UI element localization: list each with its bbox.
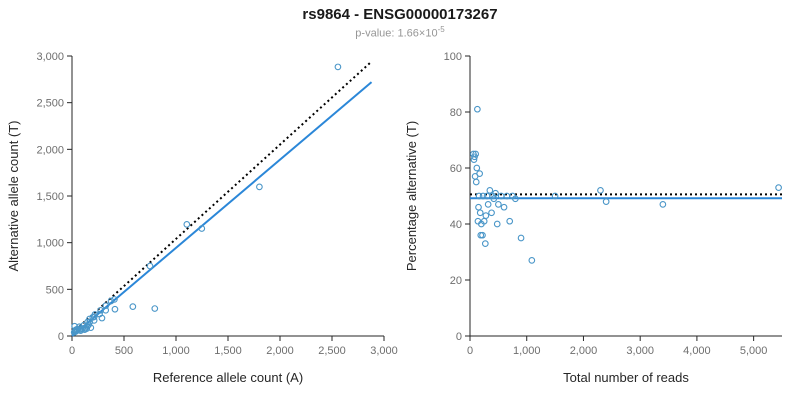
x-tick-label: 2,500: [318, 345, 346, 357]
x-tick-label: 2,000: [266, 345, 294, 357]
scatter-plot-allele-counts: 0 500 1,000 1,500 2,000 2,500 3,000 0 500 1,000 1,…: [6, 51, 398, 385]
chart-title: rs9864 - ENSG00000173267: [302, 6, 498, 23]
scatter-point: [474, 105, 481, 113]
y-tick-label: 2,500: [36, 97, 64, 109]
scatter-point: [102, 301, 110, 309]
scatter-point: [512, 195, 519, 202]
x-tick-label: 3,000: [626, 345, 654, 357]
scatter-point: [602, 197, 610, 205]
scatter-point: [111, 305, 119, 313]
x-tick-label: 0: [69, 345, 75, 357]
y-tick-label: 2,000: [36, 144, 64, 156]
y-tick-label: 3,000: [36, 51, 64, 63]
x-tick-label: 0: [467, 345, 473, 357]
scatter-point: [476, 169, 483, 177]
scatter-point: [91, 310, 99, 318]
y-tick-label: 1,500: [36, 191, 64, 203]
x-tick-label: 5,000: [740, 345, 768, 357]
scatter-point: [151, 304, 159, 312]
x-tick-label: 1,000: [513, 345, 541, 357]
scatter-point: [102, 306, 110, 314]
p-value-exponent: -5: [437, 25, 445, 34]
scatter-point: [775, 183, 782, 191]
scatter-point: [486, 186, 494, 194]
scatter-point: [597, 186, 604, 194]
scatter-point: [334, 63, 342, 70]
scatter-point: [528, 256, 536, 264]
scatter-point: [129, 302, 137, 310]
scatter-point: [493, 220, 501, 228]
scatter-point: [551, 192, 559, 200]
identity-dotted-line: [71, 60, 373, 334]
y-axis-label: Percentage alternative (T): [404, 121, 419, 271]
x-tick-label: 3,000: [370, 345, 398, 357]
scatter-point: [482, 211, 490, 219]
scatter-point: [492, 189, 499, 197]
scatter-point: [506, 217, 514, 225]
y-tick-label: 100: [444, 51, 462, 63]
scatter-point: [473, 164, 481, 172]
scatter-point: [96, 310, 103, 318]
scatter-point: [495, 200, 502, 208]
scatter-plot-percentage-vs-reads: 0 1,000 2,000 3,000 4,000 5,000 0 20 40 60 80 100 To…: [404, 51, 782, 385]
scatter-point: [146, 262, 154, 270]
y-axis-label: Alternative allele count (T): [6, 120, 21, 271]
regression-line: [71, 81, 373, 337]
scatter-point: [256, 183, 263, 190]
y-tick-label: 20: [450, 275, 462, 287]
scatter-point: [86, 318, 94, 326]
y-tick-label: 40: [450, 219, 462, 231]
x-tick-label: 1,500: [214, 345, 242, 357]
x-tick-label: 1,000: [162, 345, 190, 357]
chart-subtitle: p-value: 1.66×10-5: [0, 25, 800, 40]
y-tick-label: 0: [456, 331, 462, 343]
scatter-point: [107, 297, 115, 305]
scatter-point: [183, 220, 191, 228]
scatter-point: [659, 200, 667, 208]
scatter-point: [475, 203, 482, 211]
scatter-point: [517, 234, 525, 242]
scatter-point: [472, 150, 480, 158]
x-tick-label: 500: [115, 345, 133, 357]
scatter-point: [71, 322, 78, 330]
scatter-point: [479, 231, 486, 239]
scatter-point: [484, 200, 492, 208]
scatter-point: [475, 192, 483, 200]
y-tick-label: 0: [58, 331, 64, 343]
scatter-point: [472, 178, 480, 186]
scatter-point: [111, 295, 118, 303]
scatter-point: [481, 239, 489, 247]
scatter-point: [80, 321, 88, 329]
plots-row: 0 500 1,000 1,500 2,000 2,500 3,000 0 500 1,000 1,…: [0, 42, 800, 394]
scatter-point: [198, 224, 206, 232]
scatter-point: [488, 209, 495, 216]
y-tick-label: 80: [450, 107, 462, 119]
x-tick-label: 4,000: [683, 345, 711, 357]
x-axis-label: Total number of reads: [563, 370, 689, 385]
y-tick-label: 500: [46, 284, 64, 296]
scatter-point: [476, 209, 484, 216]
x-axis-label: Reference allele count (A): [153, 370, 303, 385]
scatter-point: [500, 203, 508, 211]
scatter-point: [479, 192, 487, 200]
p-value-text: p-value: 1.66×10: [355, 27, 438, 40]
x-tick-label: 2,000: [570, 345, 598, 357]
y-tick-label: 60: [450, 163, 462, 175]
y-tick-label: 1,000: [36, 237, 64, 249]
